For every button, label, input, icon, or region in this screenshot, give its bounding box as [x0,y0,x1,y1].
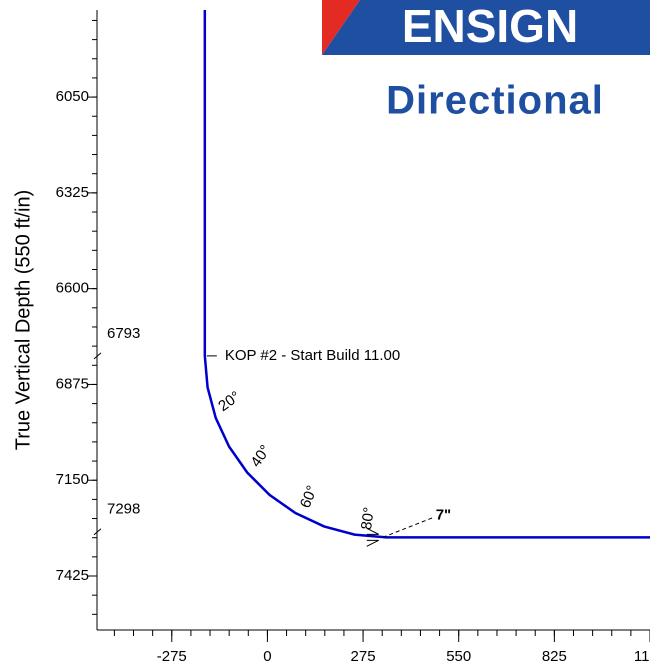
angle-label: 80° [358,506,378,531]
depth-marker [93,528,102,536]
depth-marker-label: 7298 [107,501,140,518]
y-tick-label: 6875 [56,375,89,392]
y-tick-label: 6600 [56,280,89,297]
y-tick-label: 6325 [56,184,89,201]
casing-symbol [366,527,379,547]
angle-label: 60° [297,483,321,510]
y-tick-label: 6050 [56,88,89,105]
kop-label: KOP #2 - Start Build 11.00 [225,347,400,364]
x-tick-label: 0 [263,648,271,665]
trajectory [203,10,650,539]
depth-marker-label: 6793 [107,325,140,342]
logo-top: ENSIGN [402,0,578,52]
angle-label: 40° [247,442,274,470]
y-tick-label: 7425 [56,567,89,584]
y-axis-label: True Vertical Depth (550 ft/in) [12,190,34,451]
x-tick-label: -275 [157,648,187,665]
depth-marker [93,352,102,360]
angle-label: 20° [215,388,243,415]
x-tick-label: 1100 [634,648,650,665]
logo-blue [322,0,650,55]
x-tick-label: 825 [542,648,567,665]
casing-label: 7" [436,506,451,523]
x-tick-label: 550 [446,648,471,665]
casing-leader [382,516,434,538]
y-tick-label: 7150 [56,471,89,488]
x-tick-label: 275 [351,648,376,665]
logo: ENSIGN Directional [322,0,650,123]
logo-bottom: Directional [386,79,604,123]
